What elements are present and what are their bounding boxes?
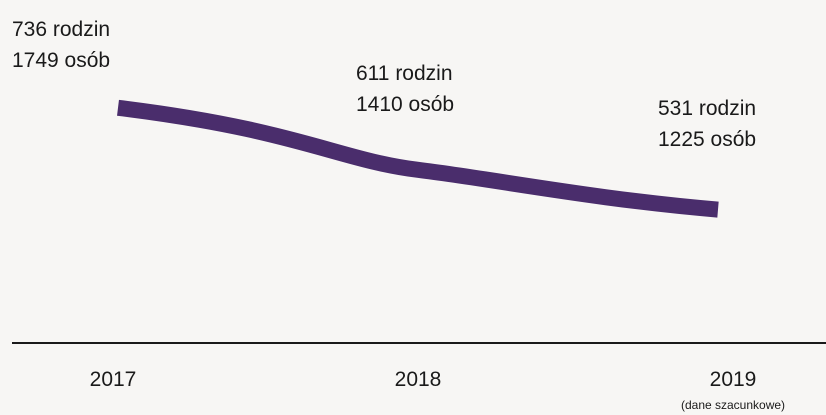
x-tick-label-2019: 2019 <box>710 368 757 391</box>
data-label-2017-persons: 1749 osób <box>12 49 110 72</box>
x-tick-label-2018: 2018 <box>395 368 442 391</box>
series-line <box>117 99 719 218</box>
data-label-2018-families: 611 rodzin <box>356 62 453 85</box>
data-label-2018-persons: 1410 osób <box>356 93 454 116</box>
x-tick-note-2019: (dane szacunkowe) <box>681 398 785 412</box>
x-tick-label-2017: 2017 <box>90 368 137 391</box>
data-label-2019-families: 531 rodzin <box>658 97 756 120</box>
data-label-2019-persons: 1225 osób <box>658 128 756 151</box>
data-label-2017-families: 736 rodzin <box>12 18 110 41</box>
